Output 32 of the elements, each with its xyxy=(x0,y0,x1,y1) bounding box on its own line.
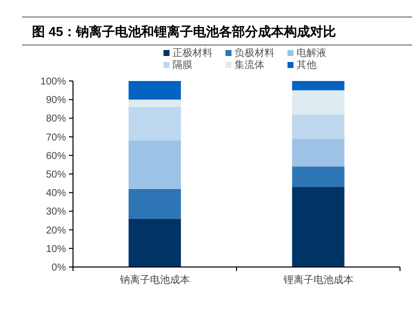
y-tick-label: 80% xyxy=(46,114,66,125)
x-tick-label: 钠离子电池成本 xyxy=(118,274,190,286)
legend-label: 电解液 xyxy=(296,47,326,59)
bar xyxy=(292,81,344,90)
legend-label: 负极材料 xyxy=(234,47,274,59)
chart-title: 图 45：钠离子电池和锂离子电池各部分成本构成对比 xyxy=(32,24,336,39)
bar xyxy=(292,114,344,139)
bar xyxy=(292,187,344,267)
bar xyxy=(128,100,181,108)
y-tick-label: 30% xyxy=(46,206,66,218)
legend-label: 集流体 xyxy=(234,59,264,71)
x-tick-label: 锂离子电池成本 xyxy=(282,274,354,286)
y-tick-label: 40% xyxy=(46,188,66,200)
y-tick-label: 60% xyxy=(46,150,66,162)
y-tick-label: 0% xyxy=(52,262,66,274)
bar xyxy=(292,138,344,167)
bar xyxy=(292,166,344,188)
bar xyxy=(292,90,344,114)
y-tick-label: 90% xyxy=(46,95,66,106)
bar xyxy=(128,188,181,219)
legend-label: 正极材料 xyxy=(172,47,212,59)
bar xyxy=(128,107,181,141)
bar xyxy=(128,81,181,100)
y-tick-label: 20% xyxy=(46,225,66,236)
legend-label: 隔膜 xyxy=(172,59,192,71)
y-tick-label: 100% xyxy=(40,76,66,88)
bar xyxy=(128,218,181,267)
bar xyxy=(128,140,181,189)
y-tick-label: 70% xyxy=(46,132,66,144)
legend-label: 其他 xyxy=(296,59,316,71)
y-tick-label: 50% xyxy=(46,170,66,180)
y-tick-label: 10% xyxy=(46,244,66,255)
